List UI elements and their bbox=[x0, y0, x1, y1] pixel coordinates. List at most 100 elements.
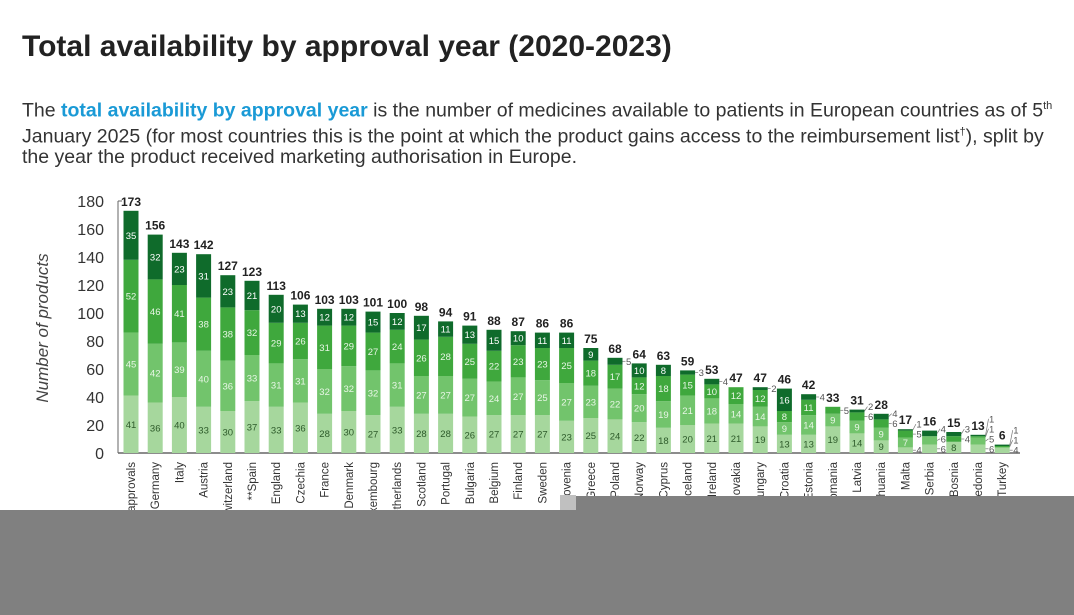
bar-segment bbox=[680, 425, 696, 453]
total-label: 98 bbox=[415, 300, 429, 314]
segment-label: 4 bbox=[723, 377, 728, 388]
segment-label: 8 bbox=[951, 443, 956, 454]
bar-segment bbox=[123, 259, 139, 333]
segment-label: 27 bbox=[440, 390, 451, 401]
bar-segment bbox=[922, 430, 938, 437]
total-label: 127 bbox=[218, 259, 238, 273]
segment-label: 28 bbox=[416, 429, 427, 440]
total-label: 103 bbox=[315, 293, 335, 307]
x-tick-label: ungary bbox=[755, 462, 767, 497]
segment-label: 36 bbox=[295, 423, 306, 434]
segment-label: 19 bbox=[828, 435, 839, 446]
segment-leader-line bbox=[985, 428, 989, 438]
bar-segment bbox=[413, 413, 429, 453]
x-tick-label: Norway bbox=[634, 462, 646, 501]
segment-leader-line bbox=[912, 423, 917, 431]
segment-leader-line bbox=[936, 428, 941, 434]
bar-segment bbox=[510, 331, 526, 346]
segment-label: 12 bbox=[344, 313, 355, 324]
bar-segment bbox=[897, 429, 913, 431]
bar-segment bbox=[171, 285, 187, 343]
segment-label: 6 bbox=[941, 434, 946, 445]
bar-segment bbox=[534, 332, 550, 348]
segment-label: 12 bbox=[319, 313, 330, 324]
segment-label: 27 bbox=[416, 390, 427, 401]
total-label: 31 bbox=[850, 394, 864, 408]
bar-segment bbox=[462, 416, 478, 453]
segment-label: 1 bbox=[1013, 426, 1018, 437]
segment-leader-line bbox=[985, 418, 989, 436]
x-tick-label: Finland bbox=[513, 462, 525, 500]
bar-segment bbox=[389, 329, 405, 364]
segment-label: 2 bbox=[868, 402, 873, 413]
segment-label: 36 bbox=[223, 381, 234, 392]
bar-segment bbox=[946, 432, 962, 437]
bar-segment bbox=[655, 427, 671, 453]
total-label: 91 bbox=[463, 310, 477, 324]
x-tick-label: Estonia bbox=[804, 461, 816, 500]
total-label: 106 bbox=[290, 289, 310, 303]
segment-label: 24 bbox=[392, 342, 403, 353]
segment-label: 12 bbox=[731, 391, 742, 402]
bar-segment bbox=[341, 411, 357, 453]
bar-segment bbox=[438, 376, 454, 414]
segment-label: 24 bbox=[610, 432, 621, 443]
bar-segment bbox=[171, 397, 187, 453]
bar-segment bbox=[365, 415, 381, 453]
segment-label: 31 bbox=[392, 381, 403, 392]
intro-text: The total availability by approval year … bbox=[22, 96, 1072, 168]
x-tick-label: edonia bbox=[973, 461, 985, 496]
segment-label: 21 bbox=[731, 434, 742, 445]
total-label: 16 bbox=[923, 415, 937, 429]
bar-segment bbox=[728, 423, 744, 453]
total-label: 88 bbox=[487, 314, 501, 328]
segment-label: 21 bbox=[682, 406, 693, 417]
intro-part: is the number of medicines available to … bbox=[367, 99, 1044, 122]
bar-segment bbox=[825, 426, 841, 453]
bar-segment bbox=[389, 406, 405, 453]
bar-segment bbox=[292, 402, 308, 453]
segment-label: 3 bbox=[965, 425, 970, 436]
page-title: Total availability by approval year (202… bbox=[22, 30, 672, 63]
bar-segment bbox=[462, 343, 478, 379]
segment-label: 7 bbox=[903, 438, 908, 449]
bar-segment bbox=[171, 252, 187, 285]
intro-highlight: total availability by approval year bbox=[61, 99, 368, 122]
bar-segment bbox=[680, 395, 696, 425]
bar-segment bbox=[559, 420, 575, 453]
bar-segment bbox=[147, 402, 163, 453]
segment-label: 31 bbox=[198, 271, 209, 282]
bar-segment bbox=[486, 350, 502, 382]
bar-segment bbox=[341, 308, 357, 326]
segment-label: 25 bbox=[561, 361, 572, 372]
segment-label: 14 bbox=[731, 409, 742, 420]
bar-segment bbox=[534, 348, 550, 381]
bar-segment bbox=[607, 357, 623, 365]
bar-segment bbox=[220, 411, 236, 453]
segment-label: 29 bbox=[271, 339, 282, 350]
bar-segment bbox=[365, 370, 381, 416]
x-tick-label: Slovenia bbox=[562, 461, 574, 506]
bar-segment bbox=[897, 447, 913, 453]
segment-label: 23 bbox=[561, 432, 572, 443]
segment-label: 11 bbox=[441, 325, 451, 336]
x-tick-label: Bulgaria bbox=[465, 461, 477, 504]
segment-label: 27 bbox=[537, 430, 548, 441]
segment-label: 24 bbox=[489, 394, 500, 405]
segment-label: 9 bbox=[830, 416, 835, 427]
bar-segment bbox=[510, 377, 526, 416]
bar-segment bbox=[801, 415, 817, 435]
segment-label: 25 bbox=[537, 393, 548, 404]
total-label: 123 bbox=[242, 265, 262, 279]
bar-segment bbox=[946, 441, 962, 453]
total-label: 15 bbox=[947, 416, 961, 430]
segment-label: 4 bbox=[892, 409, 897, 420]
segment-label: 32 bbox=[344, 384, 355, 395]
segment-label: 18 bbox=[707, 407, 718, 418]
x-tick-label: Portugal bbox=[441, 462, 453, 505]
bar-segment bbox=[559, 383, 575, 421]
bar-segment bbox=[389, 363, 405, 407]
segment-label: 26 bbox=[465, 430, 476, 441]
segment-label: 9 bbox=[879, 430, 884, 441]
segment-label: 1 bbox=[989, 414, 994, 425]
